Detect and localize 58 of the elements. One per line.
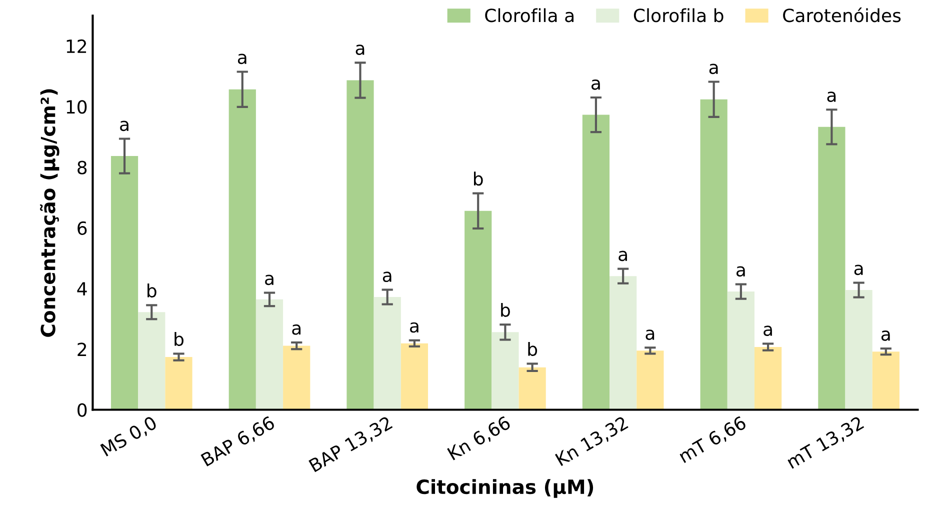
data-label: a [854, 264, 863, 276]
bar [464, 210, 492, 410]
bar [518, 367, 546, 410]
bar [346, 80, 374, 410]
bar [872, 352, 900, 410]
bar [165, 357, 192, 410]
data-label: a [356, 44, 364, 55]
data-label: a [265, 274, 274, 286]
data-label: b [501, 302, 510, 317]
bar [818, 126, 846, 410]
data-label: a [120, 120, 128, 132]
data-label: b [474, 172, 483, 186]
bar [610, 276, 637, 410]
data-label: a [827, 92, 836, 102]
x-axis-title: Citocininas (µM) [416, 479, 594, 498]
bar [754, 347, 782, 410]
data-label: b [528, 342, 538, 356]
bar [110, 156, 138, 410]
data-label: a [646, 330, 654, 340]
bar [700, 99, 728, 410]
data-label: a [881, 330, 890, 341]
legend-label: Carotenóides [783, 8, 901, 22]
bar [283, 346, 310, 410]
legend-label: Clorofila a [485, 8, 574, 22]
bar [845, 290, 872, 410]
data-label: b [148, 284, 156, 298]
bar [256, 299, 284, 410]
data-label: a [709, 64, 718, 74]
data-label: a [382, 272, 392, 282]
bar [374, 296, 401, 410]
y-axis-title: Concentração (µg/cm²) [40, 89, 60, 337]
data-label: a [292, 324, 300, 335]
bar [492, 332, 519, 410]
bar [636, 350, 664, 410]
legend-label: Clorofila b [634, 8, 724, 22]
data-label: a [410, 322, 418, 333]
bar [582, 114, 610, 410]
y-tick-label: 8 [78, 160, 87, 174]
data-label: a [736, 266, 745, 277]
data-label: a [618, 250, 627, 262]
x-tick-label: MS 0,0 [100, 416, 158, 458]
bar [228, 89, 256, 410]
bar [727, 292, 754, 410]
y-tick-label: 10 [66, 100, 87, 114]
x-tick-label: BAP 6,66 [200, 415, 276, 468]
y-tick-label: 4 [77, 282, 87, 296]
y-tick-label: 0 [78, 403, 87, 417]
data-label: b [174, 332, 184, 346]
bar [138, 312, 166, 410]
y-tick-label: 6 [78, 221, 87, 235]
data-label: a [592, 79, 600, 90]
x-tick-label: mT 6,66 [678, 415, 748, 465]
x-tick-label: Kn 6,66 [446, 415, 512, 462]
y-tick-label: 12 [66, 39, 86, 53]
data-label: a [238, 54, 246, 64]
bar [400, 343, 428, 410]
y-tick-label: 2 [78, 342, 86, 356]
data-label: a [764, 326, 772, 336]
